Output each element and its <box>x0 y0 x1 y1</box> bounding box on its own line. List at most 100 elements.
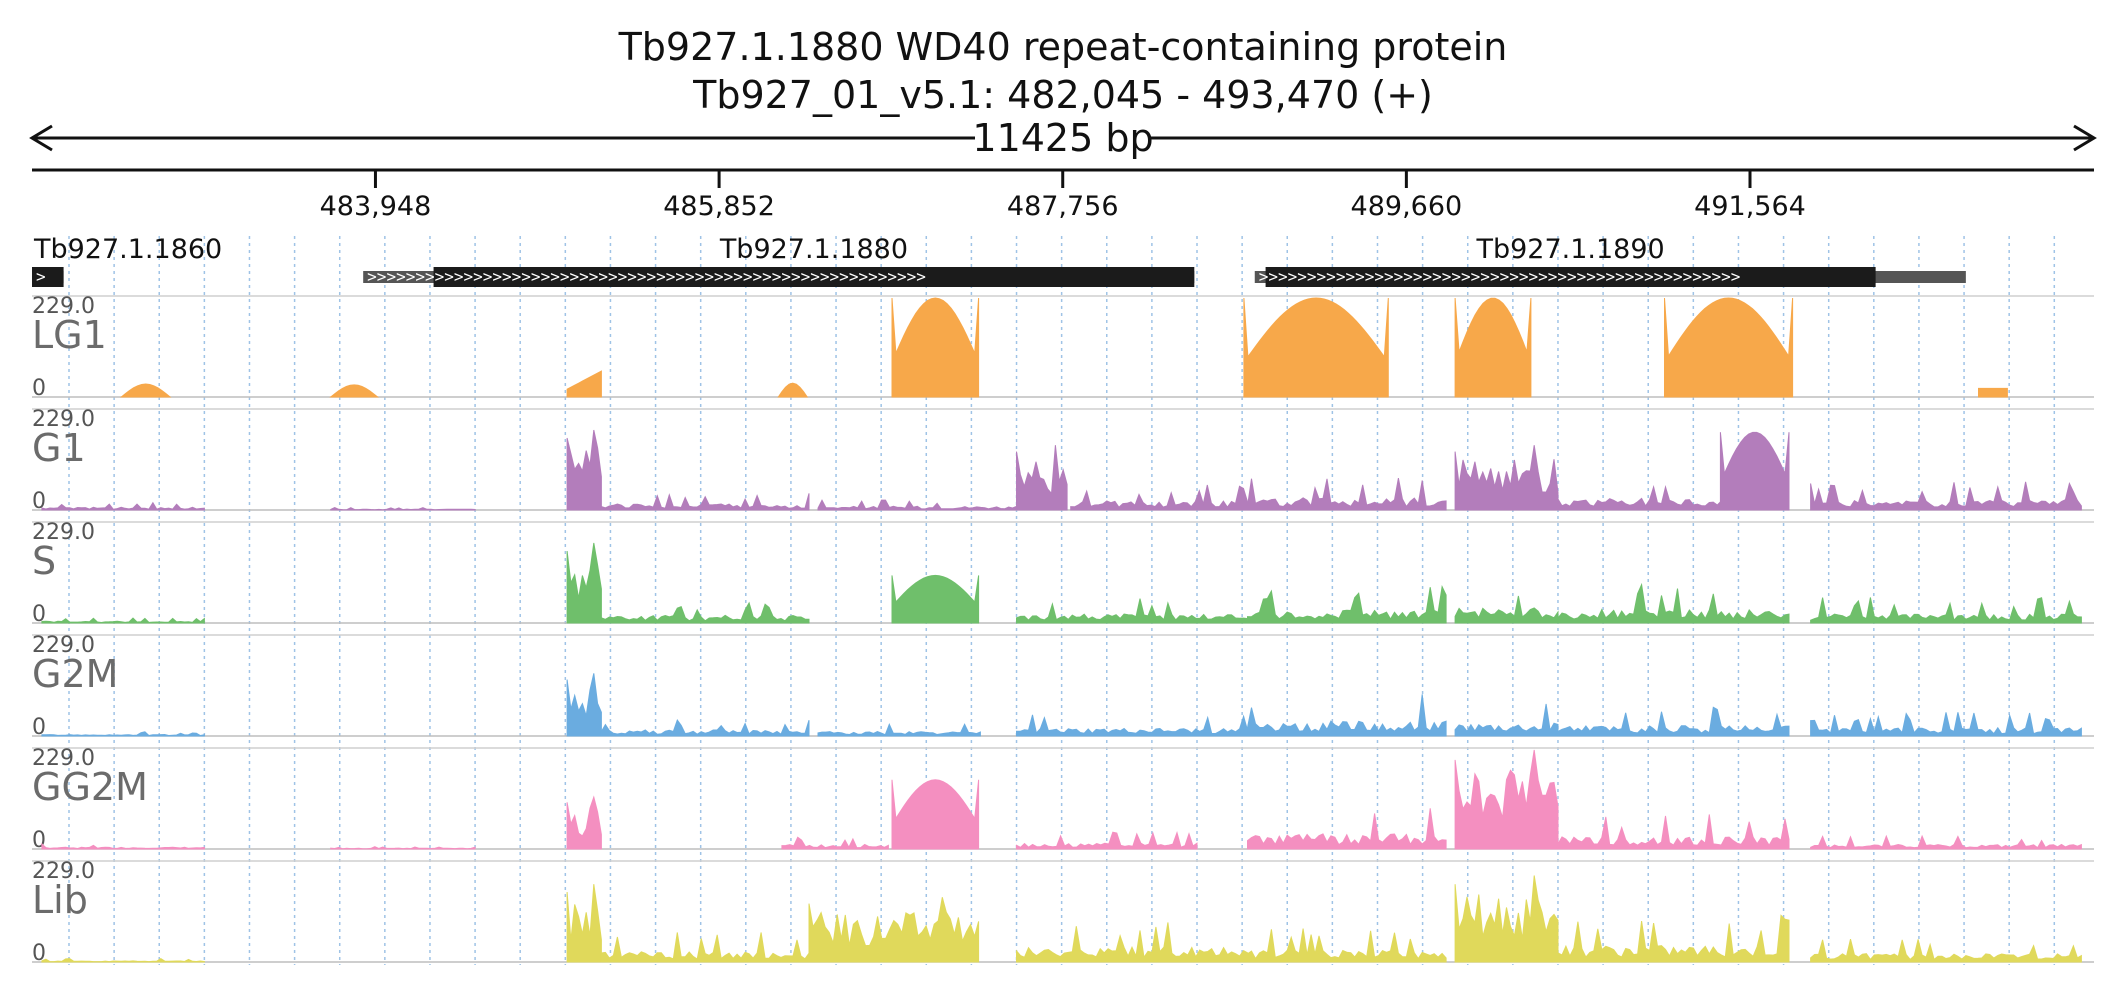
coverage-area <box>329 384 380 398</box>
coverage-area <box>566 673 602 737</box>
gene-cds <box>1265 267 1876 287</box>
gene-models: > Tb927.1.1860 >>>>>>>>>>>>>>>>>>>>>>>>>>>… <box>32 234 1966 287</box>
coverage-area <box>1557 582 1790 624</box>
gene-model: > Tb927.1.1860 <box>32 234 222 287</box>
coverage-area <box>566 884 602 963</box>
coverage-area <box>891 297 980 398</box>
strand-arrows-icon: >>>>>>>>>>>>>>>>>>>>>>>>>>>>>>>>>>>>>>>>… <box>367 267 926 286</box>
coverage-area <box>1810 481 2082 511</box>
track-lg1: 229.0 0 LG1 <box>32 294 2094 401</box>
span-ruler: 11425 bp <box>29 116 2097 160</box>
strand-arrows-icon: > <box>36 267 46 286</box>
span-arrow-right-icon <box>2073 124 2097 152</box>
gene-label: Tb927.1.1880 <box>719 234 908 265</box>
track-min-label: 0 <box>32 941 46 966</box>
coverage-area <box>566 429 602 511</box>
track-min-label: 0 <box>32 376 46 401</box>
coverage-area <box>1247 585 1447 624</box>
track-s: 229.0 0 S <box>32 520 2094 627</box>
coverage-area <box>891 779 980 850</box>
tick-label: 483,948 <box>320 191 432 222</box>
tick-label: 487,756 <box>1007 191 1119 222</box>
coverage-area <box>1664 297 1794 398</box>
coverage-area <box>41 501 205 511</box>
coverage-area <box>1978 387 2008 398</box>
coverage-area <box>41 731 205 737</box>
coverage-area <box>41 842 205 850</box>
strand-arrows-icon: >>>>>>>>>>>>>>>>>>>>>>>>>>>>>>>>>>>>>>>>… <box>1259 267 1741 286</box>
track-name: G1 <box>32 426 86 470</box>
coverage-area <box>1454 297 1532 398</box>
gene-label: Tb927.1.1890 <box>1475 234 1664 265</box>
coverage-area <box>1454 703 1559 737</box>
coverage-area <box>1810 834 2082 850</box>
coverage-area <box>777 382 809 398</box>
track-name: Lib <box>32 878 88 922</box>
gene-label: Tb927.1.1860 <box>33 234 222 265</box>
coverage-area <box>1016 831 1198 850</box>
track-max-label: 229.0 <box>32 633 95 658</box>
track-max-label: 229.0 <box>32 859 95 884</box>
tick-label: 485,852 <box>663 191 775 222</box>
track-max-label: 229.0 <box>32 294 95 319</box>
coverage-area <box>600 719 810 737</box>
coverage-area <box>1247 694 1447 737</box>
track-min-label: 0 <box>32 715 46 740</box>
coverage-area <box>1719 431 1790 511</box>
coverage-area <box>1247 478 1447 511</box>
track-name: G2M <box>32 652 118 696</box>
coverage-area <box>817 723 981 737</box>
figure-title: Tb927.1.1880 WD40 repeat-containing prot… <box>618 25 1508 69</box>
coverage-area <box>1247 808 1447 850</box>
track-lib: 229.0 0 Lib <box>32 859 2094 966</box>
track-g2m: 229.0 0 G2M <box>32 633 2094 740</box>
coverage-area <box>1016 445 1068 511</box>
track-max-label: 229.0 <box>32 746 95 771</box>
coverage-area <box>781 836 889 850</box>
coverage-area <box>41 617 205 624</box>
coverage-area <box>1454 749 1559 850</box>
coverage-area <box>891 574 980 624</box>
coverage-area <box>1016 922 1248 963</box>
gene-model: >>>>>>>>>>>>>>>>>>>>>>>>>>>>>>>>>>>>>>>>… <box>363 234 1195 287</box>
coverage-area <box>1070 484 1248 511</box>
coverage-area <box>330 846 476 850</box>
track-name: LG1 <box>32 313 107 357</box>
track-name: S <box>32 539 56 583</box>
coverage-area <box>119 383 172 398</box>
tick-label: 491,564 <box>1694 191 1806 222</box>
span-label: 11425 bp <box>972 116 1153 160</box>
coverage-area <box>600 493 810 511</box>
coverage-area <box>1557 814 1790 850</box>
coverage-area <box>1247 928 1447 963</box>
gene-cds <box>32 267 64 287</box>
track-name: GG2M <box>32 765 148 809</box>
coverage-area <box>1016 714 1248 737</box>
coverage-area <box>1243 297 1389 398</box>
track-max-label: 229.0 <box>32 407 95 432</box>
track-min-label: 0 <box>32 602 46 627</box>
axis-ticks: 483,948 485,852 487,756 489,660 491,564 <box>320 170 1806 222</box>
coverage-area <box>600 932 810 963</box>
coverage-area <box>1454 445 1559 511</box>
coverage-area <box>1810 597 2082 624</box>
span-arrow-left-icon <box>29 124 53 152</box>
figure-subtitle: Tb927_01_v5.1: 482,045 - 493,470 (+) <box>692 73 1433 117</box>
coverage-area <box>1016 598 1248 624</box>
coverage-area <box>566 370 602 398</box>
gene-model: >>>>>>>>>>>>>>>>>>>>>>>>>>>>>>>>>>>>>>>>… <box>1254 234 1966 287</box>
coverage-area <box>808 897 980 963</box>
coverage-area <box>566 795 602 850</box>
coverage-area <box>330 507 476 511</box>
tick-label: 489,660 <box>1351 191 1463 222</box>
coverage-area <box>1454 875 1559 963</box>
gene-cds <box>433 267 1195 287</box>
coverage-area <box>1810 938 2082 963</box>
coverage-area <box>600 601 810 624</box>
coverage-area <box>566 542 602 624</box>
coverage-area <box>41 958 205 963</box>
coverage-area <box>1454 595 1559 624</box>
